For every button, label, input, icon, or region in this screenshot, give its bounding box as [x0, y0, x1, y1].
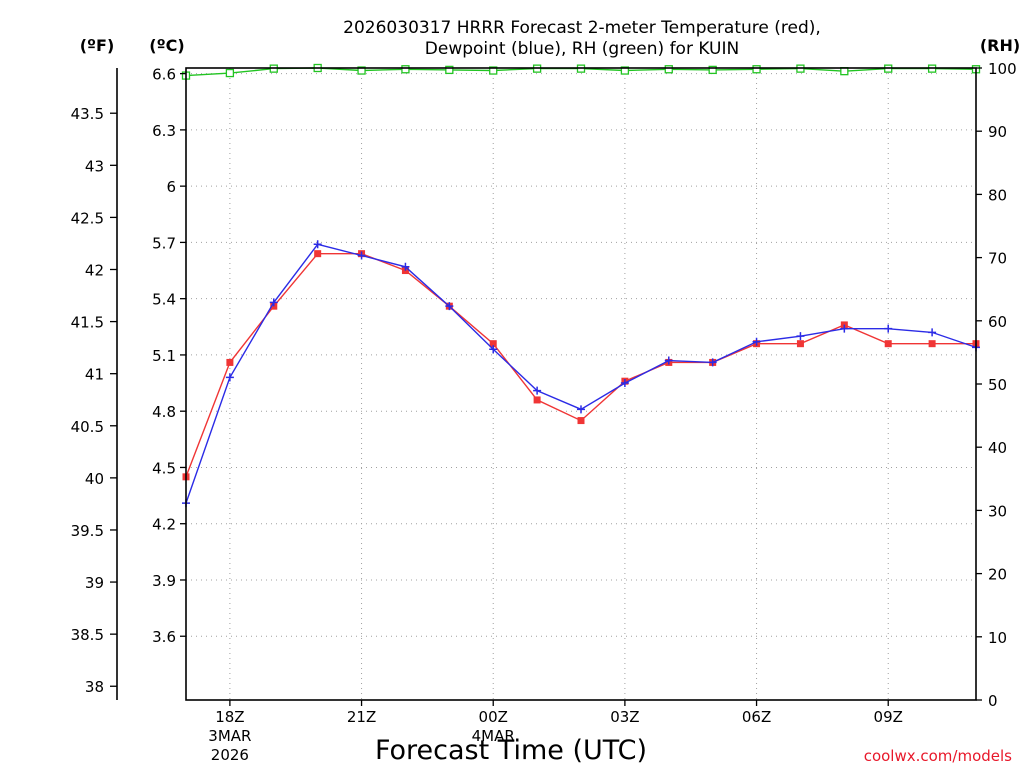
fahrenheit-tick-label: 40.5	[71, 418, 104, 436]
rh-point	[752, 65, 761, 74]
fahrenheit-tick-label: 41.5	[71, 314, 104, 332]
series-layer	[181, 63, 981, 508]
celsius-tick-label: 3.9	[152, 572, 176, 590]
celsius-tick-label: 6	[166, 178, 176, 196]
gridlines	[186, 68, 976, 700]
fahrenheit-tick-label: 39.5	[71, 522, 104, 540]
fahrenheit-tick-label: 41	[85, 366, 104, 384]
celsius-unit-label: (ºC)	[149, 36, 184, 55]
rh-point	[357, 66, 366, 75]
celsius-tick-label: 5.1	[152, 347, 176, 365]
celsius-tick-label: 4.8	[152, 403, 176, 421]
temperature-point	[796, 340, 804, 348]
rh-point	[225, 68, 235, 78]
rh-tick-label: 0	[988, 692, 998, 710]
dewpoint-point	[401, 262, 410, 271]
x-tick-date-label: 3MAR	[208, 727, 251, 745]
fahrenheit-unit-label: (ºF)	[80, 36, 115, 55]
x-tick-label: 18Z	[215, 708, 244, 726]
fahrenheit-tick-label: 43.5	[71, 105, 104, 123]
fahrenheit-tick-label: 43	[85, 157, 104, 175]
dewpoint-point	[269, 298, 278, 307]
series-line-0	[185, 252, 976, 478]
ticks: 3.6 3.9 4.2 4.5 4.8 5.1 5.4 5.7 6 6.3 6.6 38 38.5 39 3…	[71, 60, 1017, 764]
x-tick-year-label: 2026	[211, 746, 249, 764]
rh-unit-label: (RH)	[980, 36, 1020, 55]
dewpoint-point	[533, 386, 542, 395]
fahrenheit-tick-label: 38.5	[71, 626, 104, 644]
rh-point	[445, 65, 454, 75]
rh-tick-label: 80	[988, 186, 1007, 204]
dewpoint-point	[752, 337, 761, 346]
fahrenheit-tick-label: 42.5	[71, 209, 104, 227]
dewpoint-point	[313, 240, 322, 249]
temperature-point	[314, 250, 322, 258]
dewpoint-point	[708, 358, 717, 367]
x-axis-label: Forecast Time (UTC)	[375, 735, 647, 766]
temperature-point	[928, 340, 936, 348]
rh-point	[664, 65, 673, 74]
dewpoint-point	[664, 356, 673, 365]
x-tick-label: 21Z	[347, 708, 376, 726]
rh-point	[620, 66, 630, 75]
rh-tick-label: 40	[988, 439, 1007, 457]
temperature-point	[884, 340, 892, 348]
rh-tick-label: 20	[988, 566, 1007, 584]
dewpoint-point	[884, 324, 893, 333]
dewpoint-point	[796, 332, 805, 341]
rh-tick-label: 100	[988, 60, 1017, 78]
x-tick-label: 03Z	[610, 708, 639, 726]
fahrenheit-tick-label: 40	[85, 470, 104, 488]
x-tick-label: 09Z	[874, 708, 903, 726]
plot-frame	[185, 67, 977, 701]
dewpoint-point	[225, 373, 234, 382]
rh-tick-label: 60	[988, 313, 1007, 331]
temperature-point	[226, 358, 234, 366]
celsius-tick-label: 5.4	[152, 291, 176, 309]
dewpoint-point	[577, 405, 585, 414]
rh-tick-label: 70	[988, 250, 1007, 268]
celsius-tick-label: 6.3	[152, 122, 176, 140]
rh-tick-label: 30	[988, 502, 1007, 520]
dewpoint-point	[445, 302, 454, 311]
x-tick-label: 00Z	[479, 708, 508, 726]
fahrenheit-tick-label: 39	[85, 574, 104, 592]
temperature-point	[489, 340, 497, 348]
rh-point	[401, 65, 410, 74]
dewpoint-point	[840, 324, 849, 333]
x-tick-date-label: 4MAR	[472, 727, 515, 745]
chart-title-line2: Dewpoint (blue), RH (green) for KUIN	[425, 39, 739, 59]
celsius-tick-label: 4.5	[152, 459, 176, 477]
rh-point	[708, 65, 717, 75]
rh-tick-label: 90	[988, 123, 1007, 141]
fahrenheit-tick-label: 38	[85, 678, 104, 696]
rh-point	[489, 66, 498, 75]
rh-tick-label: 50	[988, 376, 1007, 394]
celsius-tick-label: 3.6	[152, 628, 176, 646]
fahrenheit-tick-label: 42	[85, 261, 104, 279]
temperature-point	[577, 417, 585, 425]
dewpoint-point	[620, 379, 629, 388]
dewpoint-point	[928, 328, 937, 337]
chart-title: 2026030317 HRRR Forecast 2-meter Tempera…	[343, 18, 821, 38]
rh-tick-label: 10	[988, 629, 1007, 647]
celsius-tick-label: 6.6	[152, 66, 176, 84]
temperature-point	[533, 396, 541, 404]
x-tick-label: 06Z	[742, 708, 771, 726]
dewpoint-point	[489, 345, 498, 354]
credit-link[interactable]: coolwx.com/models	[864, 747, 1012, 765]
dewpoint-point	[357, 251, 366, 260]
celsius-tick-label: 5.7	[152, 234, 176, 252]
series-line-1	[185, 243, 977, 504]
celsius-tick-label: 4.2	[152, 516, 176, 534]
